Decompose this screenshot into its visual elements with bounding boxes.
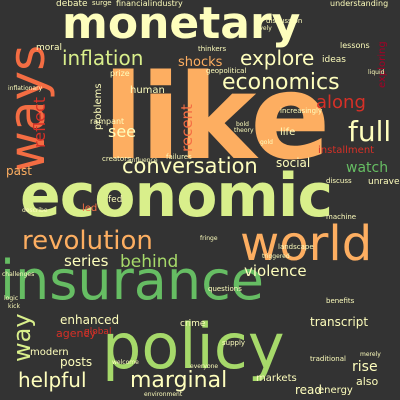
word-increasingly: increasingly	[280, 107, 323, 115]
word-inflation: inflation	[62, 46, 144, 70]
word-rise: rise	[352, 359, 378, 375]
word-lessons: lessons	[340, 41, 370, 50]
word-helpful: helpful	[18, 368, 87, 392]
word-agency: agency	[56, 327, 97, 340]
word-human: human	[130, 85, 165, 96]
word-creators: creators	[102, 155, 131, 163]
word-debate: debate	[56, 0, 88, 9]
word-crime: crime	[180, 319, 206, 329]
word-energy: energy	[318, 385, 353, 396]
word-gold: gold	[260, 139, 273, 146]
word-rampant: rampant	[90, 117, 125, 126]
word-recent: recent	[178, 104, 196, 152]
word-policy: policy	[102, 310, 285, 383]
word-triggered: triggered	[262, 253, 290, 260]
word-welcome: welcome	[112, 359, 139, 366]
word-economic: economic	[20, 161, 333, 231]
word-challenges: challenges	[2, 271, 35, 278]
word-thinkers: thinkers	[198, 45, 227, 53]
word-world: world	[240, 216, 373, 272]
word-landscape: landscape	[278, 243, 314, 251]
word-supply: supply	[222, 339, 246, 347]
word-life: life	[280, 127, 296, 138]
word-reflect: reflect	[30, 96, 49, 148]
word-full: full	[348, 115, 392, 148]
word-discuss: discuss	[326, 177, 352, 185]
word-lively: lively	[256, 25, 272, 32]
word-influence: influence	[130, 157, 158, 164]
word-social: social	[276, 156, 311, 170]
word-fringe: fringe	[200, 235, 218, 242]
word-modern: modern	[30, 347, 69, 358]
word-along: along	[316, 92, 366, 113]
word-environment: environment	[144, 391, 183, 398]
word-financial: financial	[116, 0, 150, 8]
word-read: read	[295, 383, 323, 397]
word-industry: industry	[150, 0, 183, 8]
word-exploring: exploring	[377, 41, 388, 88]
word-liquid: liquid	[368, 69, 385, 76]
word-behind: behind	[120, 252, 179, 272]
word-transcript: transcript	[310, 315, 369, 329]
word-traditional: traditional	[310, 355, 346, 363]
word-inflationary: inflationary	[8, 85, 43, 92]
word-global: global	[84, 327, 112, 337]
word-logic: logic	[4, 295, 19, 302]
word-like: like	[103, 48, 330, 186]
word-machine: machine	[326, 213, 357, 221]
word-installment: installment	[318, 145, 375, 156]
word-explore: explore	[240, 46, 315, 70]
word-benefits: benefits	[326, 297, 355, 305]
word-past: past	[6, 164, 32, 178]
word-enhanced: enhanced	[60, 313, 120, 327]
word-understanding: understanding	[330, 0, 389, 8]
word-conversation: conversation	[122, 154, 258, 178]
word-merely: merely	[360, 351, 381, 358]
word-bold: bold	[236, 121, 249, 128]
word-unravel: unravel	[368, 177, 400, 187]
word-economics: economics	[222, 70, 340, 95]
word-markets: markets	[256, 373, 297, 384]
word-also: also	[356, 375, 379, 388]
word-insurance: insurance	[0, 249, 265, 312]
word-discussion: discussion	[266, 17, 303, 25]
word-theory: theory	[234, 127, 254, 134]
word-revolution: revolution	[22, 226, 153, 256]
word-moral: moral	[36, 43, 62, 53]
word-see: see	[108, 122, 137, 141]
word-fed: fed	[108, 195, 123, 205]
word-monetary: monetary	[62, 0, 301, 49]
word-everyone: everyone	[190, 363, 219, 370]
word-prize: prize	[110, 69, 130, 78]
word-shocks: shocks	[178, 55, 223, 70]
word-describe: describe	[22, 207, 48, 214]
word-watch: watch	[346, 160, 389, 176]
word-series: series	[64, 252, 109, 270]
word-led: led	[82, 203, 98, 214]
word-kick: kick	[8, 303, 20, 310]
word-geopolitical: geopolitical	[206, 67, 247, 75]
word-ideas: ideas	[322, 55, 346, 65]
word-failures: failures	[166, 153, 192, 161]
word-questions: questions	[208, 285, 242, 293]
word-surge: surge	[92, 0, 112, 7]
word-marginal: marginal	[130, 368, 228, 393]
word-posts: posts	[60, 355, 93, 369]
word-violence: violence	[244, 262, 307, 280]
